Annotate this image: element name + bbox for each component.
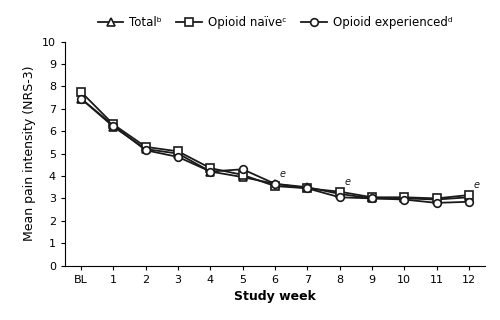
Y-axis label: Mean pain intensity (NRS-3): Mean pain intensity (NRS-3) [24,66,36,241]
Text: e: e [474,180,480,190]
X-axis label: Study week: Study week [234,290,316,303]
Legend: Totalᵇ, Opioid naïveᶜ, Opioid experiencedᵈ: Totalᵇ, Opioid naïveᶜ, Opioid experience… [93,12,457,34]
Text: e: e [344,177,350,187]
Text: e: e [280,169,286,179]
